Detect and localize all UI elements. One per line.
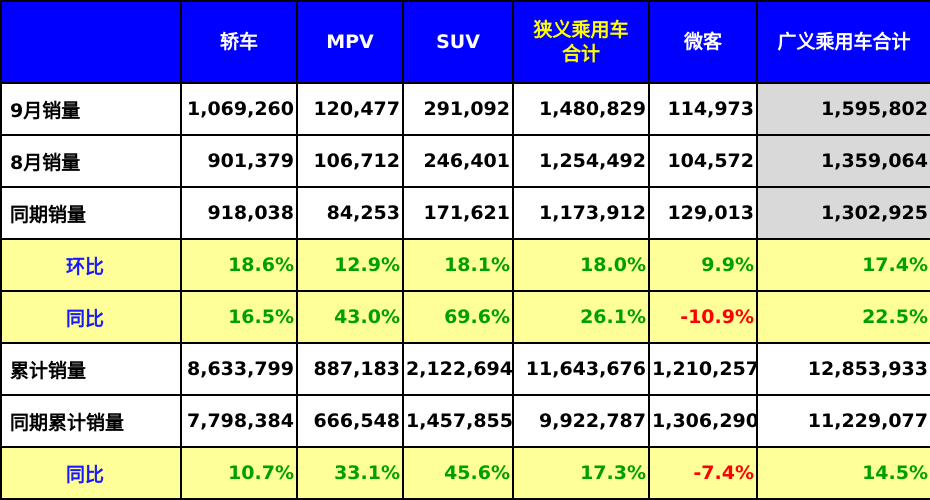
table-cell-pct: 43.0% <box>296 290 404 344</box>
table-row-ratio: 同比 10.7% 33.1% 45.6% 17.3% -7.4% 14.5% <box>0 446 930 500</box>
table-cell: 106,712 <box>296 134 404 188</box>
table-cell-pct-negative: -10.9% <box>648 290 758 344</box>
table-cell: 1,457,855 <box>402 394 514 448</box>
table-cell-pct: 10.7% <box>180 446 298 500</box>
row-label: 同比 <box>0 290 182 344</box>
row-label: 同比 <box>0 446 182 500</box>
table-cell-pct: 17.3% <box>512 446 650 500</box>
table-cell: 1,210,257 <box>648 342 758 396</box>
row-label: 累计销量 <box>0 342 182 396</box>
table-cell: 291,092 <box>402 82 514 136</box>
table-row: 同期销量 918,038 84,253 171,621 1,173,912 12… <box>0 186 930 240</box>
row-label: 8月销量 <box>0 134 182 188</box>
header-broad-total: 广义乘用车合计 <box>756 0 930 84</box>
table-cell: 11,643,676 <box>512 342 650 396</box>
table-cell-pct: 69.6% <box>402 290 514 344</box>
table-row: 9月销量 1,069,260 120,477 291,092 1,480,829… <box>0 82 930 136</box>
header-sedan: 轿车 <box>180 0 298 84</box>
row-label: 环比 <box>0 238 182 292</box>
table-cell: 104,572 <box>648 134 758 188</box>
table-row: 同期累计销量 7,798,384 666,548 1,457,855 9,922… <box>0 394 930 448</box>
header-mpv: MPV <box>296 0 404 84</box>
header-narrow-total-text: 狭义乘用车 合计 <box>533 19 629 65</box>
table-cell-pct: 18.1% <box>402 238 514 292</box>
table-row: 8月销量 901,379 106,712 246,401 1,254,492 1… <box>0 134 930 188</box>
table-cell-pct: 17.4% <box>756 238 930 292</box>
table-cell: 887,183 <box>296 342 404 396</box>
table-cell: 12,853,933 <box>756 342 930 396</box>
table-cell: 1,306,290 <box>648 394 758 448</box>
table-cell: 84,253 <box>296 186 404 240</box>
table-cell-pct: 12.9% <box>296 238 404 292</box>
table-row-ratio: 环比 18.6% 12.9% 18.1% 18.0% 9.9% 17.4% <box>0 238 930 292</box>
table-cell: 7,798,384 <box>180 394 298 448</box>
row-label: 同期累计销量 <box>0 394 182 448</box>
table-cell: 129,013 <box>648 186 758 240</box>
table-row-ratio: 同比 16.5% 43.0% 69.6% 26.1% -10.9% 22.5% <box>0 290 930 344</box>
table-cell: 666,548 <box>296 394 404 448</box>
table-cell-total: 1,595,802 <box>756 82 930 136</box>
table-cell-total: 1,359,064 <box>756 134 930 188</box>
table-cell-pct: 33.1% <box>296 446 404 500</box>
table-cell: 9,922,787 <box>512 394 650 448</box>
table-cell: 1,254,492 <box>512 134 650 188</box>
table-cell: 2,122,694 <box>402 342 514 396</box>
table-cell-total: 1,302,925 <box>756 186 930 240</box>
table-cell: 1,069,260 <box>180 82 298 136</box>
table-cell: 918,038 <box>180 186 298 240</box>
header-corner <box>0 0 182 84</box>
table-cell: 1,173,912 <box>512 186 650 240</box>
table-cell-pct: 22.5% <box>756 290 930 344</box>
table-cell-pct: 18.6% <box>180 238 298 292</box>
header-narrow-total: 狭义乘用车 合计 <box>512 0 650 84</box>
header-minibus: 微客 <box>648 0 758 84</box>
table-cell: 120,477 <box>296 82 404 136</box>
table-cell: 8,633,799 <box>180 342 298 396</box>
table-cell-pct: 14.5% <box>756 446 930 500</box>
header-row: 轿车 MPV SUV 狭义乘用车 合计 微客 广义乘用车合计 <box>0 0 930 84</box>
table-cell-pct-negative: -7.4% <box>648 446 758 500</box>
row-label: 同期销量 <box>0 186 182 240</box>
table-cell: 11,229,077 <box>756 394 930 448</box>
table-cell: 114,973 <box>648 82 758 136</box>
table-row: 累计销量 8,633,799 887,183 2,122,694 11,643,… <box>0 342 930 396</box>
table-cell: 246,401 <box>402 134 514 188</box>
table-cell-pct: 16.5% <box>180 290 298 344</box>
table-cell-pct: 45.6% <box>402 446 514 500</box>
table-cell-pct: 18.0% <box>512 238 650 292</box>
table-cell-pct: 9.9% <box>648 238 758 292</box>
header-suv: SUV <box>402 0 514 84</box>
table-cell: 1,480,829 <box>512 82 650 136</box>
table-cell: 901,379 <box>180 134 298 188</box>
table-cell: 171,621 <box>402 186 514 240</box>
row-label: 9月销量 <box>0 82 182 136</box>
table-cell-pct: 26.1% <box>512 290 650 344</box>
